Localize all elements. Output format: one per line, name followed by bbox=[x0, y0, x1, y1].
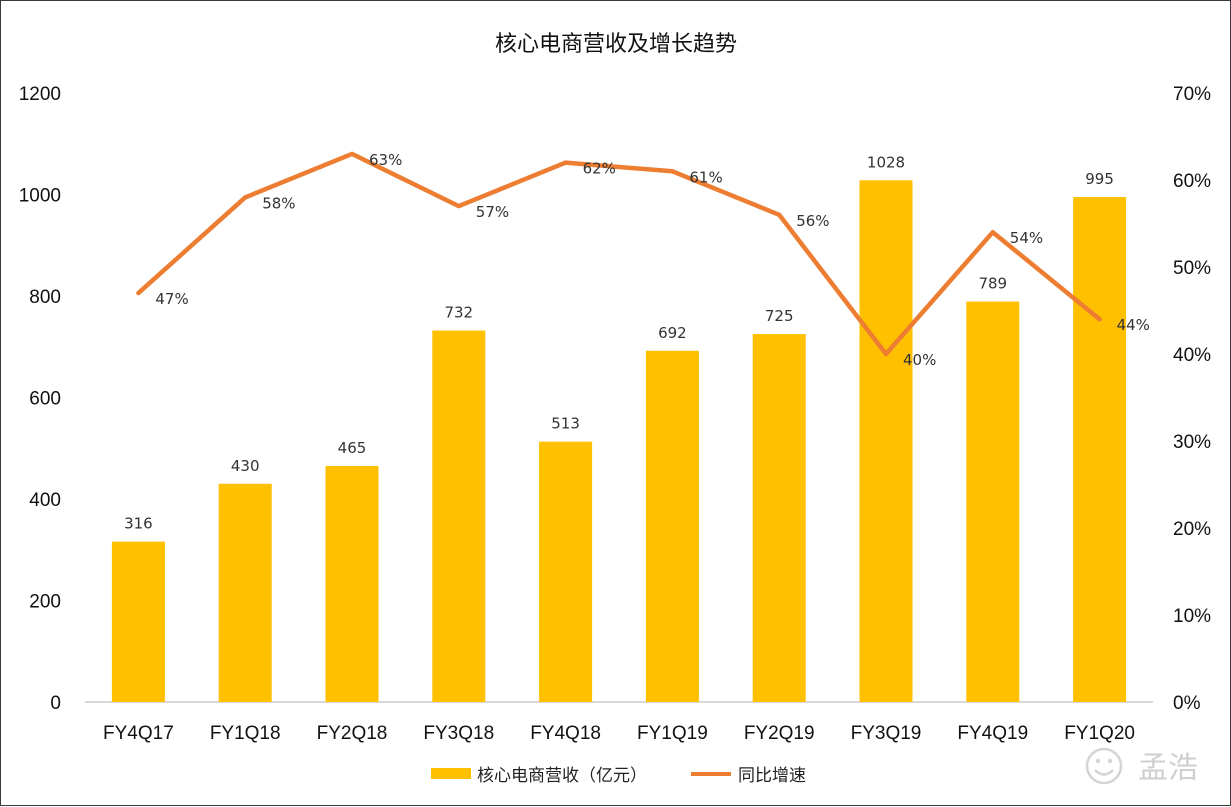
legend: 核心电商营收（亿元） 同比增速 bbox=[431, 766, 806, 786]
category-label: FY2Q19 bbox=[744, 723, 815, 744]
right-tick-label: 30% bbox=[1173, 432, 1211, 453]
category-label: FY1Q19 bbox=[637, 723, 708, 744]
bar-value-label: 789 bbox=[978, 275, 1007, 293]
bar bbox=[752, 334, 806, 702]
watermark: 孟浩 bbox=[1085, 747, 1198, 786]
bar bbox=[966, 301, 1020, 702]
left-tick-label: 600 bbox=[29, 389, 61, 410]
right-tick-label: 50% bbox=[1173, 258, 1211, 279]
smiley-stamp-icon bbox=[1085, 747, 1123, 785]
left-axis: 0 200 400 600 800 1000 1200 bbox=[19, 84, 61, 714]
line-value-label: 54% bbox=[1010, 229, 1043, 247]
category-label: FY4Q19 bbox=[957, 723, 1028, 744]
line-value-label: 62% bbox=[583, 160, 616, 178]
bar bbox=[432, 330, 486, 702]
left-tick-label: 1200 bbox=[19, 84, 61, 105]
line-point bbox=[670, 169, 675, 174]
bar bbox=[111, 541, 165, 702]
left-tick-label: 200 bbox=[29, 592, 61, 613]
line-value-label: 56% bbox=[796, 212, 829, 230]
line-series: 47% 58% 63% 57% 62% 61% 56% 40% 54% 44% bbox=[136, 151, 1150, 369]
line-point bbox=[884, 352, 888, 356]
line-value-label: 40% bbox=[903, 351, 936, 369]
line-value-label: 57% bbox=[476, 203, 509, 221]
bar bbox=[859, 180, 913, 703]
category-axis: FY4Q17 FY1Q18 FY2Q18 FY3Q18 FY4Q18 FY1Q19 FY2Q… bbox=[103, 723, 1135, 744]
category-label: FY3Q19 bbox=[851, 723, 922, 744]
right-tick-label: 40% bbox=[1173, 345, 1211, 366]
right-tick-label: 10% bbox=[1173, 606, 1211, 627]
line-point bbox=[350, 151, 354, 156]
legend-line-label: 同比增速 bbox=[738, 766, 806, 786]
legend-bar-swatch bbox=[431, 768, 471, 779]
bar bbox=[218, 483, 272, 702]
bar bbox=[645, 350, 699, 702]
watermark-text: 孟浩 bbox=[1138, 751, 1198, 786]
bar-value-label: 725 bbox=[765, 307, 794, 325]
category-label: FY4Q17 bbox=[103, 723, 174, 744]
right-tick-label: 20% bbox=[1173, 519, 1211, 540]
right-tick-label: 60% bbox=[1173, 171, 1211, 192]
bar-value-label: 465 bbox=[338, 439, 367, 457]
left-tick-label: 800 bbox=[29, 287, 61, 308]
bar-value-label: 1028 bbox=[867, 153, 905, 171]
bar-value-label: 430 bbox=[231, 457, 260, 475]
bar-value-label: 692 bbox=[658, 324, 687, 342]
bar-value-label: 316 bbox=[124, 515, 153, 533]
growth-line bbox=[136, 151, 1102, 357]
line-point bbox=[456, 204, 461, 209]
line-point bbox=[777, 212, 782, 217]
left-tick-label: 1000 bbox=[19, 186, 61, 207]
category-label: FY1Q18 bbox=[210, 723, 281, 744]
right-tick-label: 0% bbox=[1173, 693, 1201, 714]
line-point bbox=[563, 160, 568, 165]
category-label: FY1Q20 bbox=[1064, 723, 1135, 744]
line-value-label: 61% bbox=[689, 168, 722, 186]
line-point bbox=[136, 291, 141, 296]
line-point bbox=[243, 195, 248, 200]
line-point bbox=[990, 230, 995, 235]
bar bbox=[539, 441, 593, 702]
left-tick-label: 0 bbox=[50, 693, 61, 714]
category-label: FY4Q18 bbox=[530, 723, 601, 744]
right-axis: 0% 10% 20% 30% 40% 50% 60% 70% bbox=[1173, 84, 1211, 714]
chart-title: 核心电商营收及增长趋势 bbox=[495, 32, 737, 57]
category-label: FY3Q18 bbox=[423, 723, 494, 744]
line-value-label: 47% bbox=[155, 290, 188, 308]
line-value-label: 58% bbox=[262, 194, 295, 212]
bar-value-label: 995 bbox=[1085, 170, 1114, 188]
line-value-label: 63% bbox=[369, 151, 402, 169]
bar bbox=[1073, 197, 1127, 702]
line-value-label: 44% bbox=[1117, 316, 1150, 334]
bar bbox=[325, 466, 379, 702]
bar-series: 316 430 465 732 513 692 725 1028 789 995 bbox=[111, 153, 1127, 703]
legend-bar-label: 核心电商营收（亿元） bbox=[477, 766, 647, 786]
right-tick-label: 70% bbox=[1173, 84, 1211, 105]
line-point bbox=[1097, 317, 1102, 322]
category-label: FY2Q18 bbox=[317, 723, 388, 744]
left-tick-label: 400 bbox=[29, 490, 61, 511]
bar-value-label: 732 bbox=[444, 304, 473, 322]
bar-value-label: 513 bbox=[551, 415, 580, 433]
